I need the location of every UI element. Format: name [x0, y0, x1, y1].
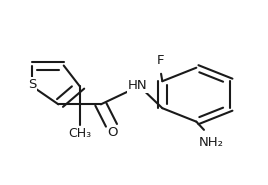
- Text: HN: HN: [128, 79, 148, 92]
- Text: F: F: [157, 54, 164, 67]
- Text: NH₂: NH₂: [199, 136, 224, 149]
- Text: O: O: [107, 126, 118, 139]
- Text: CH₃: CH₃: [68, 127, 91, 140]
- Text: S: S: [28, 78, 36, 91]
